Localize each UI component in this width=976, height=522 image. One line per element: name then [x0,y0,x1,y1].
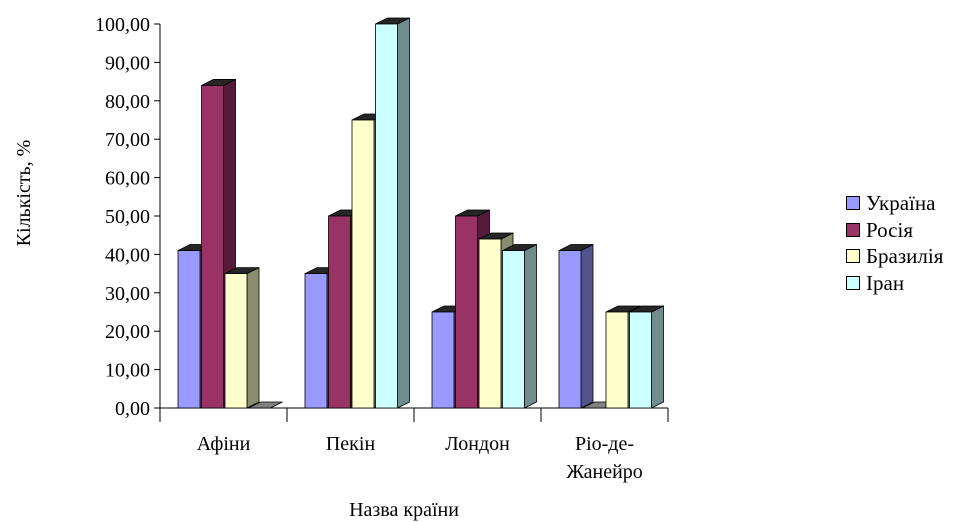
y-tick-label: 60,00 [105,168,150,190]
bar [455,215,478,409]
y-tick-label: 30,00 [105,283,150,305]
y-tick-label: 50,00 [105,206,150,228]
bar [224,273,248,409]
bar-side [651,305,664,409]
y-tick-label: 90,00 [105,52,150,74]
y-tick-label: 70,00 [105,129,150,151]
bar-side [580,243,594,409]
bar [629,311,652,409]
bar [431,311,455,409]
bar-side [397,17,410,409]
x-tick-label: Жанейро [566,461,643,483]
legend-swatch [846,249,860,264]
y-tick-label: 0,00 [115,398,150,420]
x-tick-label: Лондон [445,433,510,455]
bar [605,311,629,409]
legend-item-brazil: Бразилія [846,243,974,270]
bar [502,250,525,409]
legend: Україна Росія Бразилія Іран [846,190,974,296]
legend-label: Україна [866,191,936,216]
legend-swatch [846,196,860,211]
bar [201,85,224,409]
x-axis-title: Назва країни [349,499,459,521]
legend-item-russia: Росія [846,217,974,244]
legend-swatch [846,275,860,290]
legend-label: Іран [866,270,905,295]
legend-item-ukraine: Україна [846,190,974,217]
bar [351,119,375,409]
legend-label: Бразилія [866,244,944,269]
bar [328,215,351,409]
bar [478,238,502,409]
labels: 0,00 10,00 20,00 30,00 40,00 50,00 60,00 70,00 8… [95,14,643,483]
bar [304,273,328,409]
legend-label: Росія [866,217,913,242]
y-tick-label: 10,00 [105,360,150,382]
bar-zero [248,401,283,409]
legend-swatch [846,222,860,237]
bar-side [246,266,260,409]
legend-item-iran: Іран [846,270,974,297]
bar [375,23,398,409]
x-tick-label: Пекін [326,433,376,455]
y-axis-title: Кількість, % [13,140,35,247]
y-tick-label: 80,00 [105,91,150,113]
bar [177,250,201,409]
x-tick-label: Афіни [197,433,251,455]
y-tick-label: 20,00 [105,321,150,343]
y-tick-label: 100,00 [95,14,150,36]
x-tick-label: Ріо-де- [575,433,634,455]
bars [177,17,664,409]
y-tick-label: 40,00 [105,244,150,266]
bar-side [524,243,537,409]
bar [558,250,582,409]
